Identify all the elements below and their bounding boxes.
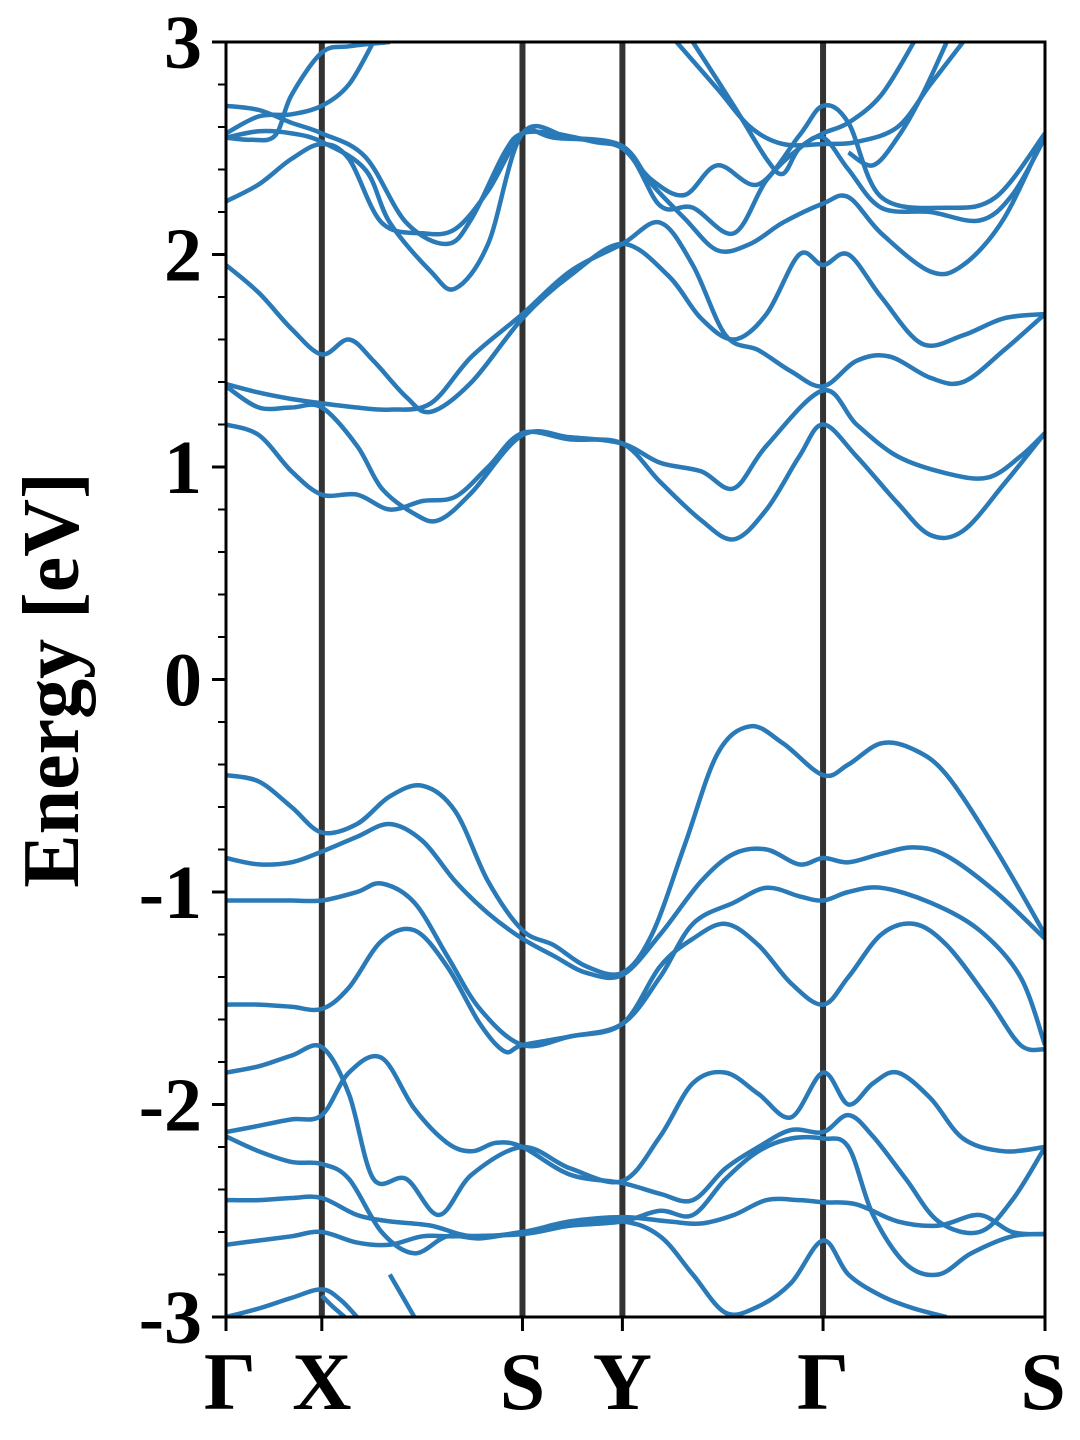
y-tick-label: -2 [139, 1064, 202, 1148]
band-line-8 [226, 821, 1045, 981]
band-line-15 [226, 1218, 948, 1317]
x-tick-label: X [292, 1336, 351, 1427]
band-line-7 [226, 723, 1045, 977]
y-tick-label: 3 [164, 1, 202, 85]
band-line-21 [690, 42, 916, 177]
band-line-18 [387, 1273, 417, 1317]
kpath-lines [318, 42, 827, 1317]
x-tick-label: Γ [797, 1336, 849, 1427]
band-line-10 [226, 921, 1045, 1055]
band-line-4 [226, 219, 1045, 413]
y-tick-label: 0 [164, 639, 202, 723]
band-line-0 [226, 103, 1045, 247]
band-line-22 [674, 42, 965, 148]
band-line-17 [320, 1294, 347, 1317]
band-line-13 [226, 1134, 1045, 1278]
band-line-9 [226, 880, 1045, 1049]
y-ticks: -3 -2 -1 0 1 2 3 [139, 1, 226, 1360]
x-tick-label: Γ [204, 1336, 256, 1427]
band-line-11 [226, 1043, 1045, 1218]
y-tick-label: -3 [139, 1276, 202, 1360]
x-tick-label: Y [593, 1336, 652, 1427]
y-tick-label: 1 [164, 426, 202, 510]
band-lines [226, 42, 1045, 1317]
band-line-23 [847, 42, 949, 168]
x-tick-label: S [1020, 1336, 1066, 1427]
band-line-16 [226, 1287, 359, 1317]
y-tick-label: -1 [139, 851, 202, 935]
band-line-2 [226, 127, 1045, 237]
y-axis-label: Energy [eV] [8, 472, 96, 887]
x-tick-label: S [500, 1336, 546, 1427]
band-line-12 [226, 1053, 1045, 1236]
band-line-3 [226, 241, 1045, 415]
band-line-6 [226, 422, 1045, 542]
band-line-14 [226, 1194, 1045, 1239]
y-tick-label: 2 [164, 214, 202, 298]
band-line-20 [226, 42, 391, 143]
band-line-19 [226, 42, 376, 136]
